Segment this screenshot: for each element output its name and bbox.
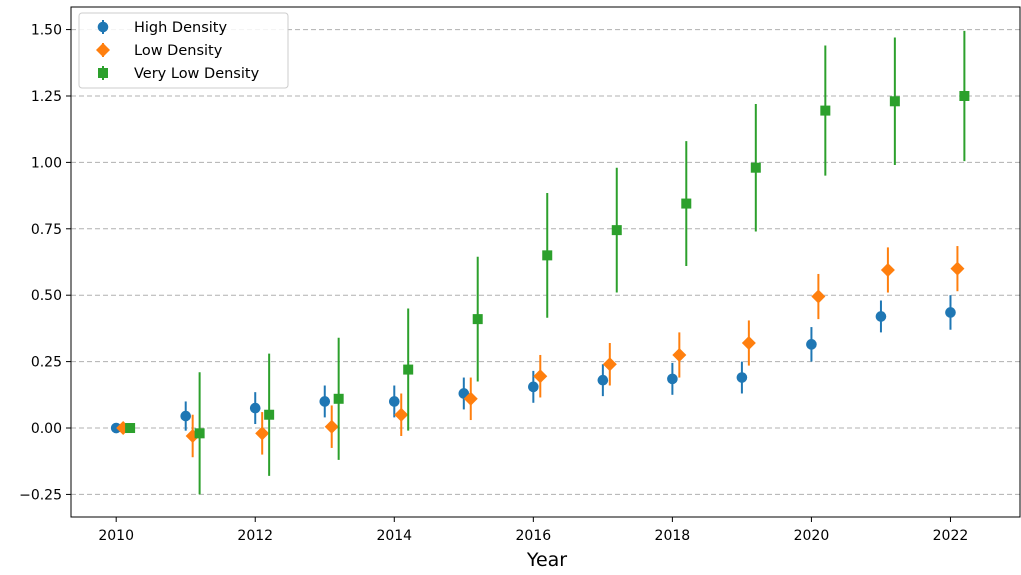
data-point	[602, 357, 617, 372]
data-point	[681, 198, 692, 209]
data-point	[672, 347, 687, 362]
legend: High Density Low Density Very Low Density	[78, 12, 289, 89]
series-high-density	[110, 295, 956, 434]
legend-item: Low Density	[96, 43, 223, 59]
data-series	[110, 30, 970, 495]
legend-marker	[98, 68, 108, 78]
data-point	[880, 262, 895, 277]
data-point	[528, 381, 539, 393]
series-low-density	[116, 246, 965, 458]
data-point	[811, 289, 826, 304]
data-point	[403, 364, 414, 375]
data-point	[611, 225, 622, 236]
y-tick-label: 0.00	[31, 421, 62, 437]
legend-label: Very Low Density	[134, 66, 260, 82]
data-point	[806, 339, 817, 350]
legend-label: High Density	[134, 20, 227, 36]
data-point	[875, 311, 887, 322]
legend-marker	[96, 43, 110, 57]
x-tick-label: 2016	[516, 528, 552, 544]
data-point	[319, 396, 331, 407]
y-axis-ticks: −0.25 0.00 0.25 0.50 0.75 1.00 1.25 1.50	[19, 23, 71, 503]
data-point	[180, 410, 192, 422]
data-point	[194, 428, 205, 439]
series-very-low-density	[125, 30, 970, 495]
legend-marker	[97, 21, 109, 33]
y-tick-label: 1.25	[31, 89, 62, 105]
data-point	[249, 402, 261, 414]
data-point	[542, 250, 553, 261]
data-point	[125, 423, 136, 434]
legend-items: High Density Low Density Very Low Density	[96, 20, 260, 82]
data-point	[667, 373, 678, 385]
data-point	[950, 261, 965, 276]
x-tick-label: 2020	[794, 528, 830, 544]
y-tick-label: 1.00	[31, 155, 62, 171]
data-point	[388, 396, 400, 407]
data-point	[597, 374, 609, 386]
legend-box	[78, 12, 289, 89]
data-point	[333, 393, 344, 404]
data-point	[533, 369, 548, 384]
data-point	[264, 409, 275, 420]
x-axis-label: Year	[526, 549, 567, 571]
data-point	[750, 162, 761, 173]
legend-item: Very Low Density	[98, 66, 260, 82]
data-point	[394, 407, 409, 422]
grid-lines	[71, 29, 1020, 495]
legend-item: High Density	[97, 20, 227, 36]
data-point	[255, 426, 270, 441]
y-tick-label: −0.25	[19, 487, 62, 503]
x-tick-label: 2012	[237, 528, 273, 544]
data-point	[736, 372, 748, 383]
y-tick-label: 0.75	[31, 222, 62, 238]
x-tick-label: 2018	[655, 528, 691, 544]
data-point	[820, 105, 831, 116]
data-point	[324, 419, 339, 434]
data-point	[463, 391, 478, 406]
data-point	[472, 314, 483, 325]
plot-frame	[70, 6, 1021, 518]
data-point	[945, 307, 956, 318]
x-tick-label: 2014	[376, 528, 412, 544]
data-point	[741, 336, 756, 351]
x-tick-label: 2022	[933, 528, 969, 544]
y-tick-label: 0.25	[31, 355, 62, 371]
y-tick-label: 0.50	[31, 288, 62, 304]
y-tick-label: 1.50	[31, 23, 62, 39]
legend-label: Low Density	[134, 43, 223, 59]
data-point	[959, 90, 970, 101]
x-axis-ticks: 2010 2012 2014 2016 2018 2020 2022	[98, 517, 968, 544]
data-point	[889, 96, 900, 107]
x-tick-label: 2010	[98, 528, 134, 544]
